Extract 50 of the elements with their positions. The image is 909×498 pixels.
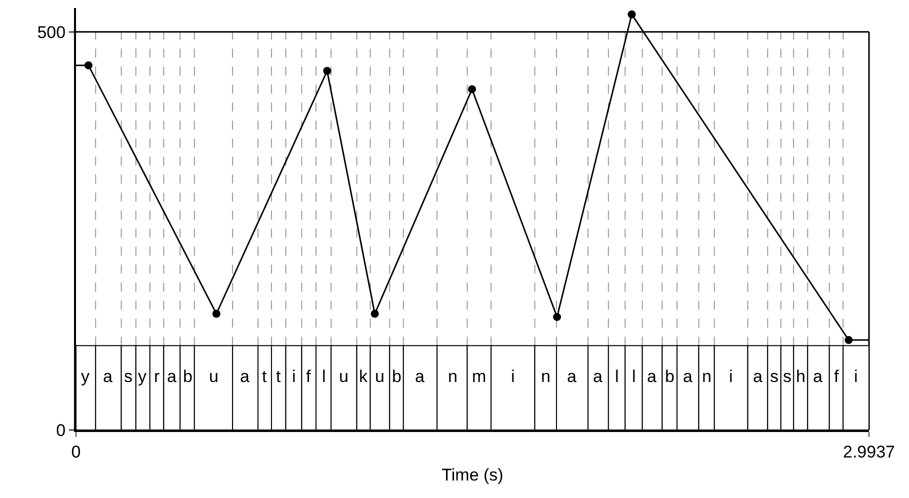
band-label: n xyxy=(541,367,550,386)
band-label: a xyxy=(103,367,113,386)
band-label: a xyxy=(167,367,177,386)
band-label: i xyxy=(729,367,733,386)
band-label: a xyxy=(753,367,763,386)
band-label: u xyxy=(209,367,218,386)
band-label: a xyxy=(683,367,693,386)
band-label: n xyxy=(448,367,458,386)
x-tick-label: 2.9937 xyxy=(843,442,895,462)
band-label: b xyxy=(665,367,674,386)
band-label: s xyxy=(124,367,132,386)
band-label: s xyxy=(770,367,778,386)
band-label: i xyxy=(854,367,858,386)
band-label: l xyxy=(615,367,619,386)
band-label: i xyxy=(511,367,515,386)
band-label: u xyxy=(339,367,348,386)
band-label: k xyxy=(359,367,368,386)
band-label: a xyxy=(813,367,823,386)
band-label: h xyxy=(796,367,806,386)
x-axis-title: Time (s) xyxy=(442,465,504,484)
point xyxy=(628,10,636,18)
point xyxy=(212,310,220,318)
band-label: b xyxy=(392,367,402,386)
point xyxy=(84,61,92,70)
band-label: i xyxy=(292,367,296,386)
band-label: a xyxy=(240,367,250,386)
band-label: b xyxy=(183,367,192,386)
band-label: y xyxy=(81,367,90,386)
band-label: f xyxy=(834,367,839,386)
band-label: f xyxy=(306,367,311,386)
band-label: a xyxy=(593,367,603,386)
point xyxy=(844,336,853,344)
band-label: m xyxy=(472,367,486,386)
band-label: t xyxy=(262,367,267,386)
point xyxy=(468,85,476,94)
band-label: l xyxy=(632,367,636,386)
band-label: y xyxy=(138,367,147,386)
point xyxy=(323,66,332,75)
band-label: a xyxy=(647,367,657,386)
point xyxy=(553,312,562,321)
band-label: l xyxy=(322,367,326,386)
band-label: r xyxy=(154,367,160,386)
band-label: a xyxy=(415,367,425,386)
band-label: u xyxy=(375,367,384,386)
band-label: s xyxy=(783,367,792,386)
band-label: n xyxy=(702,367,712,386)
point xyxy=(370,310,379,318)
band-label: t xyxy=(276,367,281,386)
band-label: a xyxy=(567,367,577,386)
y-tick-label: 500 xyxy=(37,22,66,42)
